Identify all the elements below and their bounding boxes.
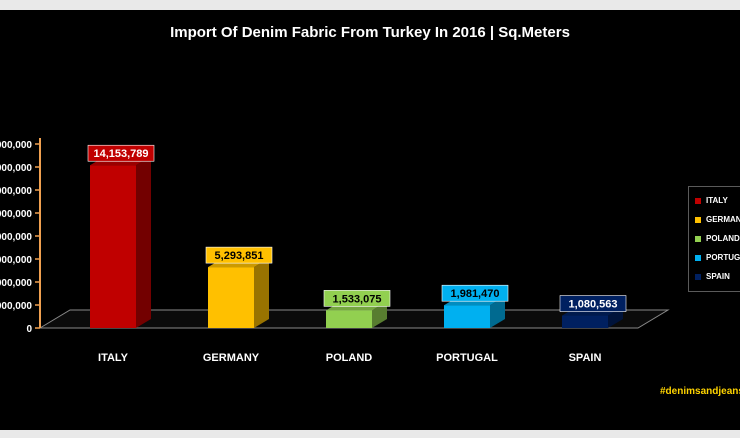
- legend-item-portugal: PORTUGAL: [695, 248, 740, 267]
- data-label-box-poland: [323, 290, 391, 307]
- bar-italy-side: [136, 156, 151, 328]
- y-tick-label: 14,000,000: [0, 163, 32, 174]
- y-tick-label: 16,000,000: [0, 140, 32, 151]
- chart-frame: Import Of Denim Fabric From Turkey In 20…: [0, 10, 740, 430]
- data-label-spain: 1,080,563: [569, 299, 618, 311]
- x-tick-label-germany: GERMANY: [203, 352, 260, 364]
- legend-label: POLAND: [706, 234, 740, 243]
- legend-label: GERMANY: [706, 215, 740, 224]
- legend-swatch: [695, 235, 701, 242]
- legend-label: SPAIN: [706, 272, 730, 281]
- y-tick-label: 2,000,000: [0, 301, 32, 312]
- legend-item-italy: ITALY: [695, 191, 740, 210]
- legend-label: ITALY: [706, 196, 728, 205]
- chart-title: Import Of Denim Fabric From Turkey In 20…: [170, 24, 570, 41]
- x-tick-label-poland: POLAND: [326, 352, 373, 364]
- watermark-hashtag: #denimsandjeans: [660, 386, 740, 397]
- y-tick-label: 4,000,000: [0, 278, 32, 289]
- x-tick-label-portugal: PORTUGAL: [436, 352, 498, 364]
- data-label-italy: 14,153,789: [93, 148, 148, 160]
- data-label-poland: 1,533,075: [333, 293, 382, 305]
- legend-item-spain: SPAIN: [695, 267, 740, 286]
- data-label-box-spain: [559, 295, 627, 312]
- data-label-box-italy: [87, 144, 155, 162]
- bar-germany: [208, 267, 254, 328]
- bar-poland-side: [372, 301, 387, 328]
- legend-item-germany: GERMANY: [695, 210, 740, 229]
- y-tick-label: 8,000,000: [0, 232, 32, 243]
- y-tick-label: 12,000,000: [0, 186, 32, 197]
- legend-swatch: [695, 197, 701, 204]
- y-tick-label: 10,000,000: [0, 209, 32, 220]
- data-label-box-germany: [205, 246, 273, 264]
- data-label-box-portugal: [441, 284, 509, 302]
- x-tick-label-italy: ITALY: [98, 352, 129, 364]
- bar-portugal-side: [490, 296, 505, 328]
- legend-swatch: [695, 216, 701, 223]
- bar-germany-side: [254, 258, 269, 328]
- data-label-portugal: 1,981,470: [451, 288, 500, 300]
- y-tick-label: 0: [26, 324, 32, 335]
- bar-spain-side: [608, 306, 623, 328]
- bar-spain: [562, 315, 608, 328]
- y-tick-label: 6,000,000: [0, 255, 32, 266]
- legend-item-poland: POLAND: [695, 229, 740, 248]
- x-tick-label-spain: SPAIN: [569, 352, 602, 364]
- legend-swatch: [695, 254, 701, 261]
- bar-chart: 0 2,000,000 4,000,000 6,000,000 8,000,000 10,…: [0, 138, 670, 364]
- legend-swatch: [695, 273, 701, 280]
- bar-poland: [326, 310, 372, 328]
- legend-label: PORTUGAL: [706, 253, 740, 262]
- chart-legend: ITALY GERMANY POLAND PORTUGAL SPAIN: [688, 186, 740, 292]
- bar-italy: [90, 165, 136, 328]
- data-label-germany: 5,293,851: [215, 250, 264, 262]
- bar-portugal: [444, 305, 490, 328]
